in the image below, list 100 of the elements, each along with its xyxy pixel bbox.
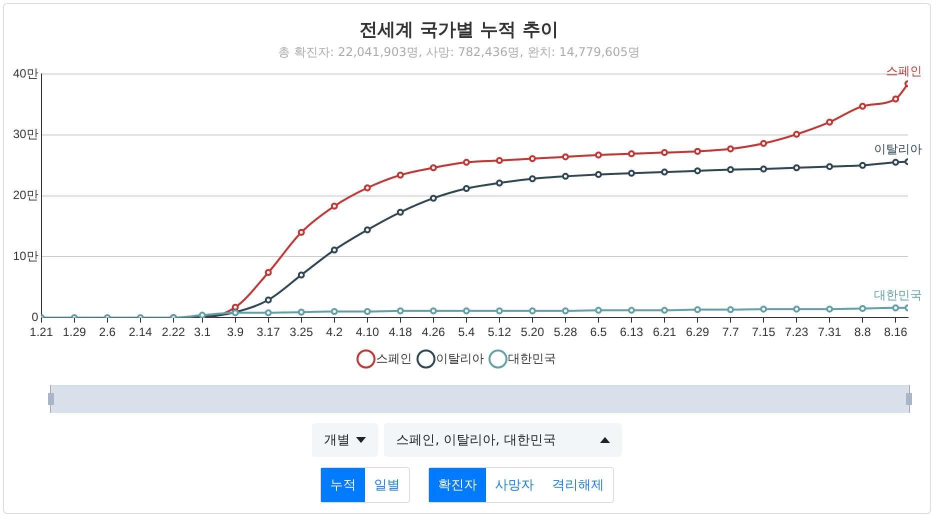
- y-tick-label: 40만: [12, 66, 38, 80]
- point: [793, 130, 800, 138]
- point: [298, 308, 305, 316]
- point: [892, 304, 900, 312]
- point: [330, 246, 338, 254]
- point: [594, 170, 602, 178]
- point: [727, 306, 734, 314]
- text: 이탈리아: [874, 142, 922, 156]
- x-tick-label: 7.15: [752, 325, 776, 340]
- legend-label: 이탈리아: [436, 351, 484, 366]
- x-tick-label: 6.21: [652, 325, 677, 340]
- point: [661, 149, 668, 156]
- point: [760, 306, 768, 313]
- point: [528, 155, 536, 162]
- x-tick-label: 4.10: [356, 325, 380, 340]
- x-tick-label: 4.2: [326, 325, 344, 340]
- dropdown: 스페인, 이탈리아, 대한민국: [384, 423, 622, 457]
- point: [462, 307, 470, 314]
- button-group: 누적 일별: [320, 467, 410, 503]
- x-tick-label: 3.17: [256, 325, 280, 340]
- x-tick-label: 6.5: [590, 325, 608, 340]
- x-tick-label: 4.26: [422, 325, 446, 340]
- x-tick-label: 4.18: [388, 325, 412, 340]
- point: [462, 184, 470, 192]
- point: [396, 307, 404, 314]
- point: [628, 170, 635, 177]
- point: [727, 166, 734, 174]
- point: [760, 140, 768, 147]
- button-group: 확진자 사망자 격리해제: [428, 467, 614, 503]
- point: [462, 158, 470, 166]
- point: [264, 309, 272, 316]
- point: [826, 163, 834, 170]
- text: 대한민국: [874, 288, 922, 302]
- point: [562, 172, 569, 180]
- x-tick-label: 5.12: [488, 325, 512, 340]
- point: [264, 296, 272, 304]
- point: [859, 162, 866, 169]
- point: [628, 306, 635, 314]
- x-tick-label: 8.16: [884, 325, 908, 340]
- x-tick-label: 5.20: [520, 325, 544, 340]
- x-tick-label: 2.6: [99, 325, 116, 340]
- x-tick-label: 7.23: [784, 325, 809, 340]
- x-tick-label: 2.14: [128, 325, 152, 340]
- x-tick-label: 7.7: [722, 325, 740, 340]
- x-tick-label: 6.13: [620, 325, 644, 340]
- point: [496, 180, 503, 187]
- point: [298, 271, 305, 278]
- point: [694, 167, 702, 174]
- point: [628, 150, 635, 158]
- y-tick-label: 20만: [12, 188, 38, 202]
- point: [892, 158, 900, 166]
- point: [562, 153, 569, 160]
- x-tick-label: 3.25: [290, 325, 314, 340]
- dropdown: 개별: [312, 423, 378, 457]
- point: [298, 228, 305, 236]
- x-tick-label: 1.21: [30, 325, 54, 340]
- point: [562, 307, 569, 314]
- point: [661, 168, 668, 176]
- x-tick-label: 6.29: [686, 325, 710, 340]
- point: [826, 118, 834, 126]
- x-tick-label: 5.28: [554, 325, 578, 340]
- x-tick-label: 5.4: [458, 325, 476, 340]
- point: [859, 304, 866, 312]
- point: [496, 307, 503, 314]
- chart-subtitle: 총 확진자: 22,041,903명, 사망: 782,436명, 완치: 14,779,605명: [278, 44, 640, 59]
- point: [793, 306, 800, 313]
- x-tick-label: 8.8: [854, 325, 872, 340]
- point: [330, 308, 338, 316]
- y-tick-label: 0: [32, 310, 39, 324]
- point: [264, 269, 272, 276]
- point: [430, 194, 437, 202]
- point: [528, 175, 536, 182]
- point: [396, 172, 404, 179]
- point: [661, 306, 668, 314]
- legend-label: 대한민국: [508, 351, 556, 366]
- x-tick-label: 3.1: [194, 325, 211, 340]
- point: [396, 208, 404, 216]
- x-tick-label: 3.9: [226, 325, 244, 340]
- x-tick-label: 1.29: [62, 325, 86, 340]
- y-tick-label: 30만: [12, 127, 38, 142]
- point: [594, 151, 602, 158]
- point: [594, 306, 602, 314]
- point: [694, 306, 702, 314]
- point: [430, 164, 437, 172]
- y-tick-label: 10만: [12, 249, 38, 264]
- point: [528, 307, 536, 314]
- point: [430, 307, 437, 314]
- chart-title: 전세계 국가별 누적 추이: [360, 19, 558, 40]
- x-tick-label: 7.31: [818, 325, 842, 340]
- point: [760, 166, 768, 173]
- point: [330, 202, 338, 210]
- point: [793, 164, 800, 172]
- point: [826, 306, 834, 313]
- point: [727, 145, 734, 152]
- legend-label: 스페인: [376, 351, 412, 366]
- point: [892, 95, 900, 102]
- text: 스페인: [886, 64, 922, 78]
- point: [694, 148, 702, 155]
- point: [364, 226, 371, 234]
- point: [859, 102, 866, 110]
